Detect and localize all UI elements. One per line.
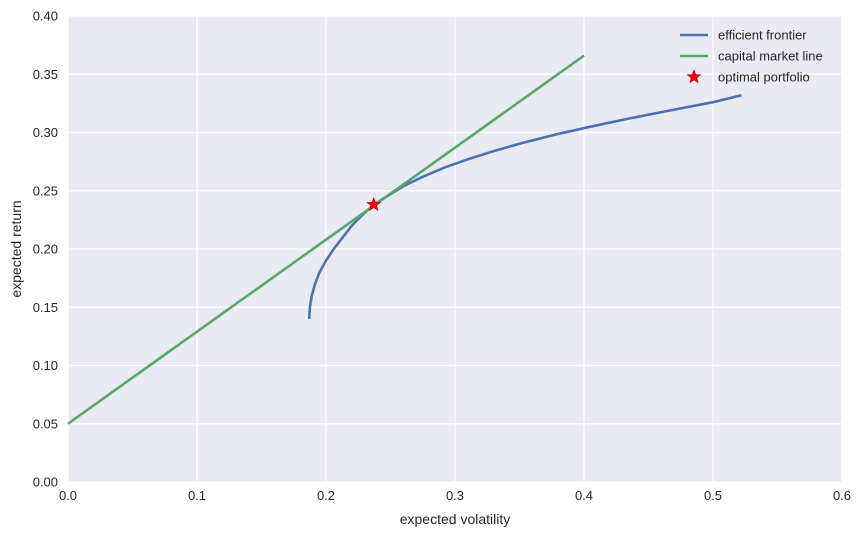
legend-label: optimal portfolio xyxy=(718,70,810,85)
legend-label: efficient frontier xyxy=(718,28,807,43)
x-tick-label: 0.3 xyxy=(446,488,464,503)
optimal-portfolio-marker xyxy=(366,196,382,212)
y-axis-label: expected return xyxy=(8,200,24,297)
x-tick-label: 0.6 xyxy=(833,488,851,503)
series-layer xyxy=(67,54,742,425)
legend-swatch xyxy=(686,69,702,84)
x-tick-label: 0.4 xyxy=(575,488,593,503)
legend-item-efficient-frontier: efficient frontier xyxy=(680,28,807,43)
y-tick-label: 0.05 xyxy=(33,416,58,431)
y-tick-label: 0.20 xyxy=(33,242,58,257)
x-tick-label: 0.2 xyxy=(317,488,335,503)
y-tick-label: 0.15 xyxy=(33,300,58,315)
y-tick-label: 0.40 xyxy=(33,9,58,24)
y-tick-label: 0.30 xyxy=(33,125,58,140)
x-tick-label: 0.5 xyxy=(704,488,722,503)
x-tick-label: 0.0 xyxy=(59,488,77,503)
y-tick-labels: 0.00 0.05 0.10 0.15 0.20 0.25 0.30 0.35 0.40 xyxy=(33,9,58,490)
x-tick-label: 0.1 xyxy=(188,488,206,503)
y-tick-label: 0.25 xyxy=(33,183,58,198)
x-axis-label: expected volatility xyxy=(400,511,511,527)
capital-market-line-line xyxy=(67,54,585,425)
x-tick-labels: 0.0 0.1 0.2 0.3 0.4 0.5 0.6 xyxy=(59,488,851,503)
y-tick-label: 0.35 xyxy=(33,67,58,82)
grid-lines xyxy=(67,15,843,483)
legend-item-optimal-portfolio: optimal portfolio xyxy=(686,69,810,85)
legend-item-capital-market-line: capital market line xyxy=(680,49,823,64)
legend-label: capital market line xyxy=(718,49,823,64)
y-tick-label: 0.00 xyxy=(33,475,58,490)
y-tick-label: 0.10 xyxy=(33,358,58,373)
legend: efficient frontier capital market line opt… xyxy=(680,28,823,85)
